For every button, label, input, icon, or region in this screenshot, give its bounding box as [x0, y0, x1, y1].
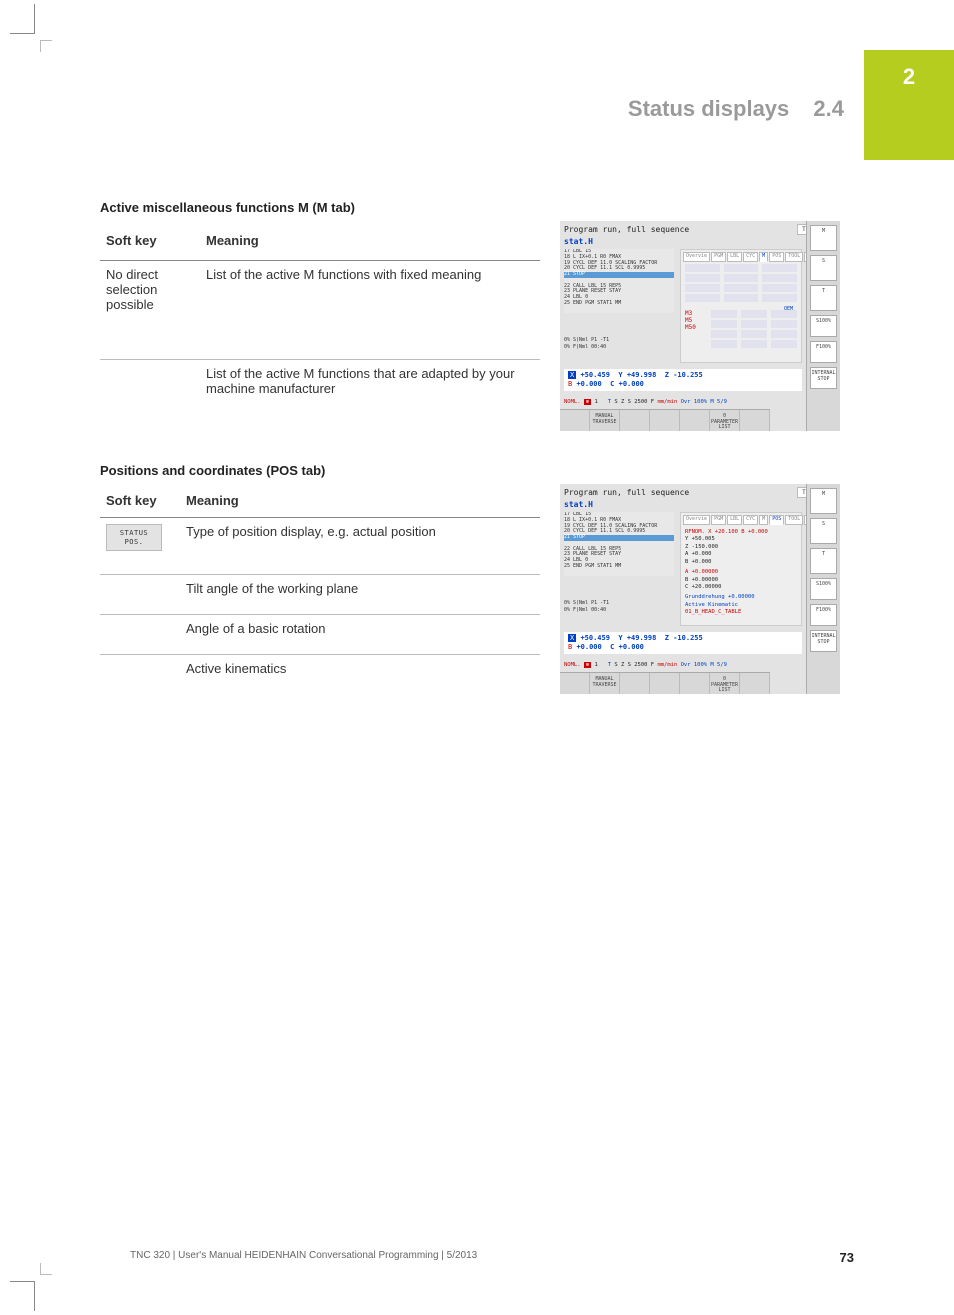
ss2-sub: stat.H [564, 500, 593, 509]
page-header: Status displays 2.4 [628, 96, 844, 122]
ss2-title: Program run, full sequence [564, 488, 689, 497]
s2-r1-meaning: Tilt angle of the working plane [180, 575, 540, 615]
ss1-code: 17 LBL 15 18 L IX+0.1 R0 FMAX 19 CYCL DE… [564, 249, 674, 313]
s2-r0-meaning: Type of position display, e.g. actual po… [180, 518, 540, 575]
content-area: Active miscellaneous functions M (M tab)… [100, 200, 860, 726]
s1-col1: Soft key [100, 221, 200, 261]
ss2-tabs: Overvie PGM LBL CYC M POS TOOL TT [683, 515, 799, 525]
ss1-mcodes: M3 M5 M50 [685, 310, 696, 332]
ss2-right: M S T S100% F100% INTERNALSTOP [806, 484, 840, 694]
table-row: Tilt angle of the working plane [100, 575, 540, 615]
section2-wrap: Soft key Meaning STATUSPOS. Type of posi… [100, 484, 860, 694]
table-row: Angle of a basic rotation [100, 615, 540, 655]
footer-text: TNC 320 | User's Manual HEIDENHAIN Conve… [130, 1250, 477, 1265]
s1-col2: Meaning [200, 221, 540, 261]
s1-r1-key [100, 359, 200, 431]
ss1-coord: X +50.459 Y +49.998 Z -10.255 B +0.000 C… [564, 369, 802, 391]
crop-mark-tl [10, 10, 34, 34]
crop-mark-tl-inner [40, 40, 52, 52]
ss2-code: 17 LBL 15 18 L IX+0.1 R0 FMAX 19 CYCL DE… [564, 512, 674, 576]
s2-col2: Meaning [180, 484, 540, 518]
section2-title: Positions and coordinates (POS tab) [100, 463, 860, 478]
page-number: 73 [840, 1250, 854, 1265]
section1-table: Soft key Meaning No direct selection pos… [100, 221, 540, 431]
header-section: 2.4 [813, 96, 844, 121]
ss2-info: 0% S(Nml P1 -T1 0% F(Nml 00:40 [564, 600, 609, 613]
crop-mark-bl-inner [40, 1263, 52, 1275]
ss1-status: NOML. ⊕ 1 T S Z S 2500 F mm/min Ovr 100%… [564, 399, 727, 405]
screenshot-pos-tab: Program run, full sequence stat.H 17 LBL… [560, 484, 840, 694]
ss1-grid2 [711, 310, 797, 350]
table-row: List of the active M functions that are … [100, 359, 540, 431]
page-footer: TNC 320 | User's Manual HEIDENHAIN Conve… [130, 1250, 854, 1265]
ss2-coord: X +50.459 Y +49.998 Z -10.255 B +0.000 C… [564, 632, 802, 654]
ss1-right: M S T S100% F100% INTERNALSTOP [806, 221, 840, 431]
s1-r0-key: No direct selection possible [100, 261, 200, 359]
ss2-btm: MANUALTRAVERSE 0PARAMETERLIST [560, 672, 770, 694]
ss2-status: NOML. ⊕ 1 T S Z S 2500 F mm/min Ovr 100%… [564, 662, 727, 668]
ss2-posdata: RFNOM. X +20.100 B +0.000 Y +50.005 Z -1… [685, 529, 768, 617]
softkey-status-pos: STATUSPOS. [106, 524, 162, 551]
table-row: Active kinematics [100, 655, 540, 694]
header-title: Status displays [628, 96, 789, 121]
table-row: No direct selection possible List of the… [100, 261, 540, 359]
ss2-panel: Overvie PGM LBL CYC M POS TOOL TT RFNOM.… [680, 512, 802, 626]
ss1-panel: Overvie PGM LBL CYC M POS TOOL TT M118 [680, 249, 802, 363]
ss1-tabs: Overvie PGM LBL CYC M POS TOOL TT [683, 252, 799, 262]
section2-table: Soft key Meaning STATUSPOS. Type of posi… [100, 484, 540, 694]
crop-mark-bl [10, 1281, 34, 1305]
chapter-tab: 2 [864, 50, 954, 160]
s2-r2-meaning: Angle of a basic rotation [180, 615, 540, 655]
screenshot-m-tab: Program run, full sequence stat.H 17 LBL… [560, 221, 840, 431]
s2-col1: Soft key [100, 484, 180, 518]
s1-r1-meaning: List of the active M functions that are … [200, 359, 540, 431]
section1-title: Active miscellaneous functions M (M tab) [100, 200, 860, 215]
table-row: STATUSPOS. Type of position display, e.g… [100, 518, 540, 575]
ss1-grid [685, 264, 797, 304]
ss1-title: Program run, full sequence [564, 225, 689, 234]
ss1-sub: stat.H [564, 237, 593, 246]
ss1-btm: MANUALTRAVERSE 0PARAMETERLIST [560, 409, 770, 431]
ss1-info: 0% S(Nml P1 -T1 0% F(Nml 00:40 [564, 337, 609, 350]
s1-r0-meaning: List of the active M functions with fixe… [200, 261, 540, 359]
section1-wrap: Soft key Meaning No direct selection pos… [100, 221, 860, 431]
s2-r3-meaning: Active kinematics [180, 655, 540, 694]
